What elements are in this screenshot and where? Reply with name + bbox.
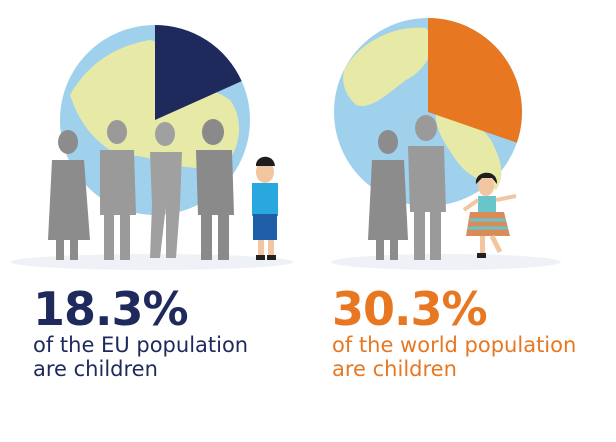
eu-caption-line1: of the EU population <box>33 333 249 357</box>
person-child <box>462 172 517 258</box>
world-caption-line1: of the world population <box>332 333 577 357</box>
person-adult <box>150 122 182 258</box>
person-adult <box>408 115 446 260</box>
person-child <box>252 156 278 260</box>
world-pie-chart <box>331 18 561 270</box>
eu-panel: 18.3% of the EU population are children <box>0 0 300 442</box>
person-adult <box>100 120 136 260</box>
ground-shadow <box>331 254 561 270</box>
globe <box>334 18 522 206</box>
person-adult <box>368 130 408 260</box>
eu-caption-line2: are children <box>33 357 158 381</box>
pie-slice-children <box>428 18 522 143</box>
pie-slice-children <box>155 25 242 120</box>
world-caption-line2: are children <box>332 357 457 381</box>
eu-pie-chart <box>10 25 294 270</box>
person-adult <box>196 119 234 260</box>
eu-percent-label: 18.3% <box>33 282 189 336</box>
world-percent-label: 30.3% <box>332 282 488 336</box>
world-panel: 30.3% of the world population are childr… <box>316 0 616 442</box>
globe-land <box>435 109 502 190</box>
person-adult <box>48 130 90 260</box>
people-adults <box>368 115 446 260</box>
globe-land <box>343 27 433 106</box>
world-caption: of the world population are children <box>332 333 576 381</box>
people-adults <box>48 119 234 260</box>
eu-caption: of the EU population are children <box>33 333 248 381</box>
